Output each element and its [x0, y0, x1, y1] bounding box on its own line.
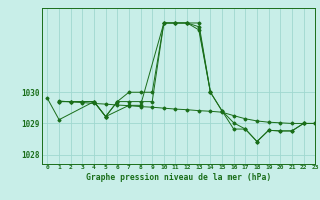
X-axis label: Graphe pression niveau de la mer (hPa): Graphe pression niveau de la mer (hPa)	[86, 173, 271, 182]
